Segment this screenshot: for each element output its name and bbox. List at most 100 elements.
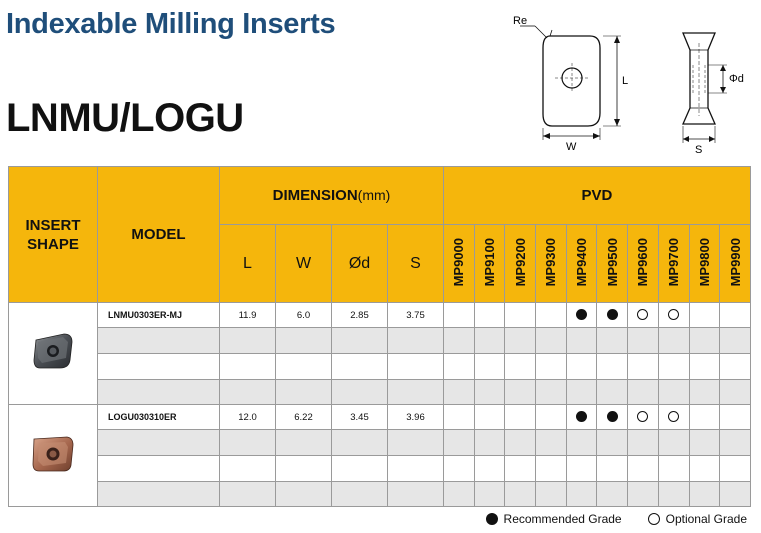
dimension-cell-w (275, 379, 332, 405)
grade-cell (596, 379, 629, 405)
recommended-grade-icon (485, 513, 498, 525)
grade-cell (596, 455, 629, 482)
grade-cell (565, 404, 598, 430)
dimension-cell-s (387, 429, 444, 456)
dimension-cell-l (219, 379, 276, 405)
grade-cell (657, 455, 690, 482)
grade-cell (565, 481, 598, 507)
grade-cell (719, 455, 751, 482)
grade-cell (627, 481, 659, 507)
grade-cell (627, 455, 659, 482)
grade-cell (443, 379, 475, 405)
dimension-cell-s: 3.75 (387, 302, 444, 328)
grade-col: MP9100 (473, 224, 506, 303)
optional-grade-icon (647, 513, 660, 525)
dimension-cell-s (387, 379, 444, 405)
dimension-unit: (mm) (357, 187, 391, 203)
grade-cell (596, 302, 629, 328)
dimension-cell-d: 3.45 (331, 404, 388, 430)
grade-label: MP9500 (604, 237, 620, 287)
recommended-grade-icon (576, 411, 588, 423)
table-row (9, 455, 751, 482)
grade-col: MP9500 (596, 224, 629, 303)
optional-grade-icon (637, 309, 649, 321)
table-row (9, 379, 751, 405)
table-row: LOGU030310ER 12.0 6.22 3.45 3.96 (8, 404, 751, 507)
grade-cell (688, 302, 721, 328)
dim-col-d: Ød (331, 224, 388, 303)
grade-col: MP9000 (443, 224, 475, 303)
lnmu-insert-image (33, 333, 73, 369)
model-cell: LNMU0303ER-MJ (97, 302, 220, 328)
dimension-cell-w (275, 353, 332, 380)
dimension-title: DIMENSION (272, 187, 358, 204)
grade-cell (657, 404, 690, 430)
dimension-cell-s (387, 353, 444, 380)
dimension-cell-w: 6.0 (275, 302, 332, 328)
grade-cell (473, 404, 506, 430)
optional-grade-icon (668, 411, 680, 423)
grade-col: MP9800 (688, 224, 721, 303)
s-label: S (695, 144, 702, 156)
dimension-cell-l (219, 327, 276, 354)
grade-label: MP9600 (635, 237, 651, 287)
dim-col-l: L (219, 224, 276, 303)
dimension-cell-d (331, 353, 388, 380)
dimension-cell-l (219, 353, 276, 380)
grade-label: MP9300 (543, 237, 559, 287)
grade-cell (443, 455, 475, 482)
grade-col: MP9300 (535, 224, 567, 303)
grade-cell (535, 429, 567, 456)
l-label: L (622, 75, 628, 87)
grade-cell (719, 353, 751, 380)
dimension-cell-l (219, 481, 276, 507)
grade-cell (596, 327, 629, 354)
dimension-cell-d: 2.85 (331, 302, 388, 328)
grade-label: MP9400 (574, 237, 590, 287)
grade-cell (443, 481, 475, 507)
insert-shape-cell (8, 404, 98, 507)
model-cell (97, 327, 220, 354)
optional-grade-icon (668, 309, 680, 321)
pvd-header: PVD (443, 166, 751, 225)
insert-dimension-diagram: Re L W Φd S (513, 15, 744, 156)
grade-cell (596, 429, 629, 456)
grade-cell (504, 302, 537, 328)
insert-shape-header: INSERT SHAPE (8, 166, 98, 303)
dim-col-w: W (275, 224, 332, 303)
dimension-cell-w (275, 481, 332, 507)
grade-col: MP9400 (565, 224, 598, 303)
grade-cell (688, 481, 721, 507)
grade-cell (535, 404, 567, 430)
grade-col: MP9200 (504, 224, 537, 303)
model-cell (97, 353, 220, 380)
grade-cell (627, 404, 659, 430)
dimension-cell-w: 6.22 (275, 404, 332, 430)
page-title: Indexable Milling Inserts (6, 8, 336, 40)
grade-label: MP9800 (696, 237, 712, 287)
dimension-header: DIMENSION(mm) (219, 166, 444, 225)
grade-col: MP9600 (627, 224, 659, 303)
grade-cell (473, 379, 506, 405)
grade-cell (627, 353, 659, 380)
dimension-cell-s (387, 455, 444, 482)
grade-cell (565, 302, 598, 328)
dim-col-s: S (387, 224, 444, 303)
re-label: Re (513, 15, 527, 27)
recommended-grade-icon (606, 309, 618, 321)
grade-cell (657, 353, 690, 380)
dimension-cell-s: 3.96 (387, 404, 444, 430)
dimension-cell-l (219, 429, 276, 456)
grade-cell (535, 353, 567, 380)
grade-cell (596, 353, 629, 380)
grade-cell (688, 455, 721, 482)
table-row: LNMU0303ER-MJ 11.9 6.0 2.85 3.75 (8, 302, 751, 405)
grade-cell (565, 429, 598, 456)
grade-cell (565, 455, 598, 482)
model-cell: LOGU030310ER (97, 404, 220, 430)
grade-cell (504, 404, 537, 430)
grade-cell (596, 481, 629, 507)
dimension-cell-w (275, 429, 332, 456)
dimension-cell-d (331, 379, 388, 405)
grade-cell (504, 379, 537, 405)
